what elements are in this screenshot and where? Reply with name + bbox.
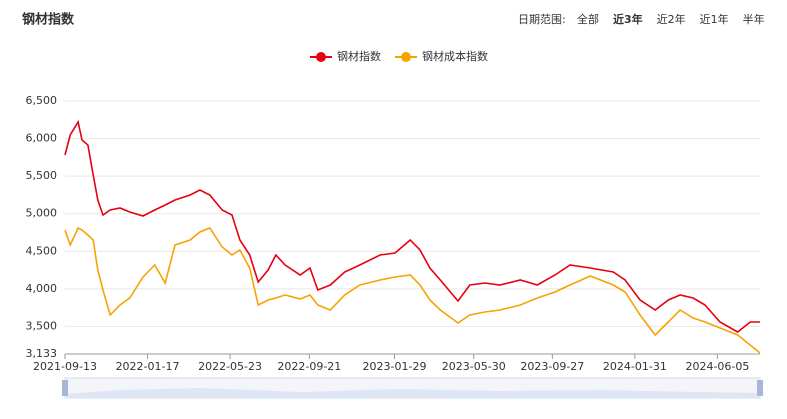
y-tick-label: 5,500 bbox=[26, 169, 58, 182]
legend-label: 钢材指数 bbox=[337, 49, 381, 63]
legend-marker bbox=[401, 52, 411, 62]
y-tick-label: 6,000 bbox=[26, 132, 58, 145]
legend-label: 钢材成本指数 bbox=[422, 49, 488, 63]
range-option[interactable]: 近3年 bbox=[613, 12, 643, 26]
range-option[interactable]: 全部 bbox=[577, 12, 599, 26]
range-option[interactable]: 近2年 bbox=[657, 12, 686, 26]
y-tick-label: 6,500 bbox=[26, 94, 58, 107]
range-option[interactable]: 半年 bbox=[743, 12, 765, 26]
x-tick-label: 2023-01-29 bbox=[363, 360, 427, 373]
range-label: 日期范围: bbox=[518, 12, 566, 26]
series-line bbox=[64, 226, 761, 354]
zoom-handle-left[interactable] bbox=[62, 380, 68, 396]
series-line bbox=[64, 119, 760, 333]
y-tick-label: 3,133 bbox=[26, 347, 58, 360]
x-tick-label: 2023-05-30 bbox=[442, 360, 506, 373]
zoom-preview bbox=[65, 388, 760, 398]
x-tick-label: 2021-09-13 bbox=[33, 360, 97, 373]
y-tick-label: 4,000 bbox=[26, 282, 58, 295]
x-tick-label: 2023-09-27 bbox=[520, 360, 584, 373]
range-option[interactable]: 近1年 bbox=[700, 12, 729, 26]
x-tick-label: 2022-05-23 bbox=[198, 360, 262, 373]
x-tick-label: 2022-01-17 bbox=[116, 360, 180, 373]
chart-title: 钢材指数 bbox=[22, 12, 75, 28]
legend-marker bbox=[316, 52, 326, 62]
x-tick-label: 2024-06-05 bbox=[685, 360, 749, 373]
y-tick-label: 3,500 bbox=[26, 319, 58, 332]
x-tick-label: 2024-01-31 bbox=[603, 360, 667, 373]
legend: 钢材指数 钢材成本指数 bbox=[310, 49, 488, 63]
zoom-handle-right[interactable] bbox=[757, 380, 763, 396]
y-tick-label: 4,500 bbox=[26, 244, 58, 257]
y-tick-label: 5,000 bbox=[26, 207, 58, 220]
x-tick-label: 2022-09-21 bbox=[277, 360, 341, 373]
